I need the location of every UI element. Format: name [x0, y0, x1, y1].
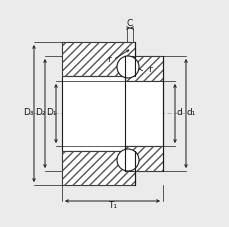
- Polygon shape: [124, 146, 162, 171]
- Text: C: C: [126, 18, 133, 27]
- Text: r: r: [147, 66, 151, 74]
- Polygon shape: [62, 42, 134, 76]
- Text: r: r: [107, 55, 110, 64]
- Polygon shape: [62, 151, 134, 185]
- Text: D₁: D₁: [46, 109, 56, 118]
- Circle shape: [117, 56, 138, 78]
- Text: d₁: d₁: [185, 109, 195, 118]
- Circle shape: [117, 149, 138, 171]
- Polygon shape: [62, 76, 134, 151]
- Text: d: d: [175, 109, 181, 118]
- Text: T₁: T₁: [108, 202, 117, 210]
- Text: D₃: D₃: [23, 109, 33, 118]
- Polygon shape: [124, 81, 162, 146]
- Polygon shape: [124, 56, 162, 81]
- Text: D₂: D₂: [35, 109, 45, 118]
